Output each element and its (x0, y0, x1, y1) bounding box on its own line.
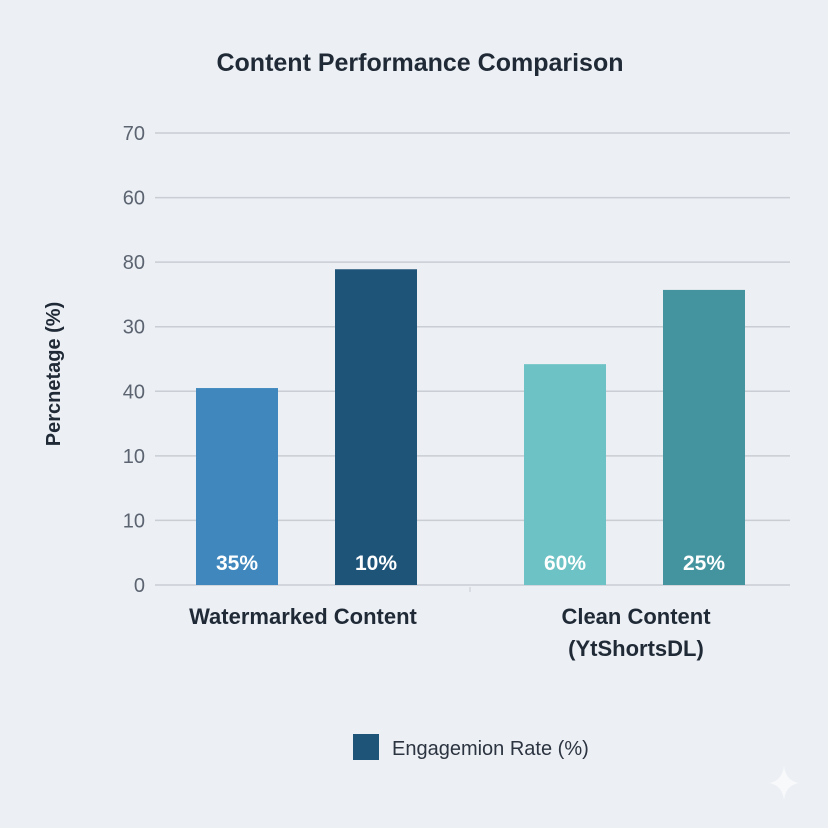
y-tick-label: 40 (123, 381, 145, 403)
category-label: Watermarked Content (189, 604, 417, 629)
bar (196, 388, 278, 585)
category-label: Clean Content (561, 604, 711, 629)
y-tick-label: 30 (123, 317, 145, 339)
y-tick-label: 0 (134, 575, 145, 597)
y-tick-label: 60 (123, 188, 145, 210)
bar-data-label: 60% (544, 552, 586, 575)
bar (335, 269, 417, 585)
chart-title: Content Performance Comparison (216, 49, 623, 77)
y-tick-label: 70 (123, 123, 145, 145)
legend-label: Engagemion Rate (%) (392, 738, 589, 760)
y-tick-label: 80 (123, 252, 145, 274)
y-tick-label: 10 (123, 446, 145, 468)
bar-data-label: 25% (683, 552, 725, 575)
bar (663, 289, 745, 585)
bar-data-label: 35% (216, 552, 258, 575)
category-label: (YtShortsDL) (568, 636, 704, 661)
bar (524, 364, 606, 585)
bar-data-label: 10% (355, 552, 397, 575)
legend: Engagemion Rate (%) (353, 734, 589, 760)
sparkle-icon (769, 766, 799, 800)
y-tick-label: 10 (123, 510, 145, 532)
legend-swatch (353, 734, 379, 760)
y-axis-label: Percnetage (%) (43, 302, 65, 447)
